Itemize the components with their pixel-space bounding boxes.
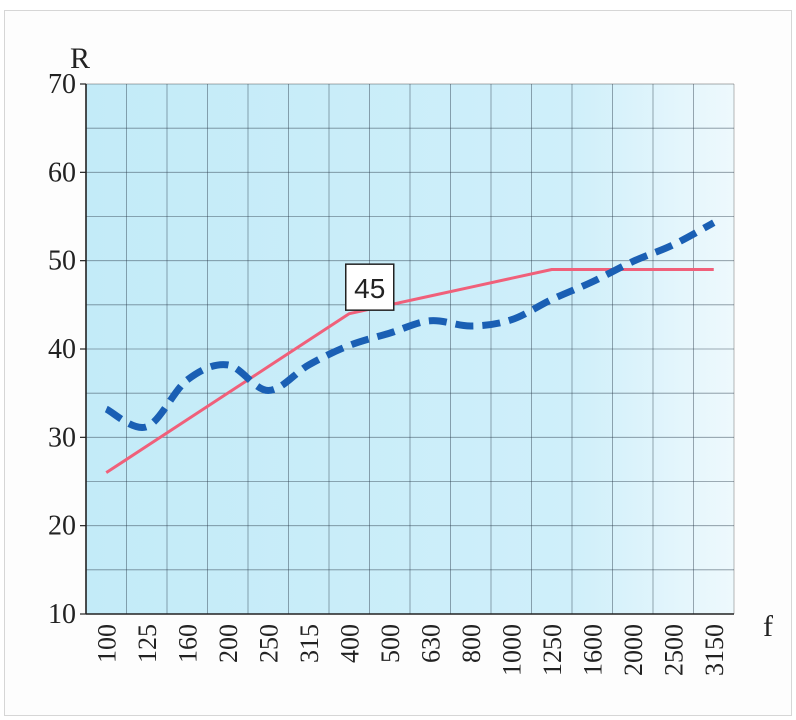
x-tick-label: 1600 <box>578 624 607 676</box>
x-tick-label: 630 <box>416 624 445 663</box>
y-tick-label: 10 <box>48 599 76 630</box>
x-tick-label: 400 <box>335 624 364 663</box>
annotation: 45 <box>345 263 395 311</box>
y-tick-label: 50 <box>48 246 76 277</box>
y-tick-label: 60 <box>48 157 76 188</box>
x-tick-label: 250 <box>254 624 283 663</box>
x-tick-label: 500 <box>376 624 405 663</box>
x-axis-label: f <box>763 610 773 643</box>
y-axis-label: R <box>70 42 90 75</box>
x-tick-label: 125 <box>133 624 162 663</box>
grid-lines <box>86 84 734 614</box>
x-tick-label: 800 <box>457 624 486 663</box>
y-tick-label: 20 <box>48 511 76 542</box>
x-tick-label: 2000 <box>619 624 648 676</box>
y-tick-label: 40 <box>48 334 76 365</box>
series-group <box>104 219 716 474</box>
x-tick-label: 100 <box>92 624 121 663</box>
x-tick-label: 200 <box>214 624 243 663</box>
annotation-label: 45 <box>354 273 385 304</box>
x-tick-label: 2500 <box>659 624 688 676</box>
series-dashed-line <box>104 219 716 431</box>
x-tick-label: 3150 <box>700 624 729 676</box>
y-tick-label: 70 <box>48 69 76 100</box>
x-tick-label: 160 <box>173 624 202 663</box>
annotation-box <box>345 263 395 311</box>
x-tick-label: 315 <box>295 624 324 663</box>
tick-labels: 10 20 30 40 50 60 70 100 125 160 200 250 315 400 500 63… <box>48 69 729 676</box>
x-tick-label: 1250 <box>538 624 567 676</box>
x-tick-label: 1000 <box>497 624 526 676</box>
y-tick-label: 30 <box>48 422 76 453</box>
